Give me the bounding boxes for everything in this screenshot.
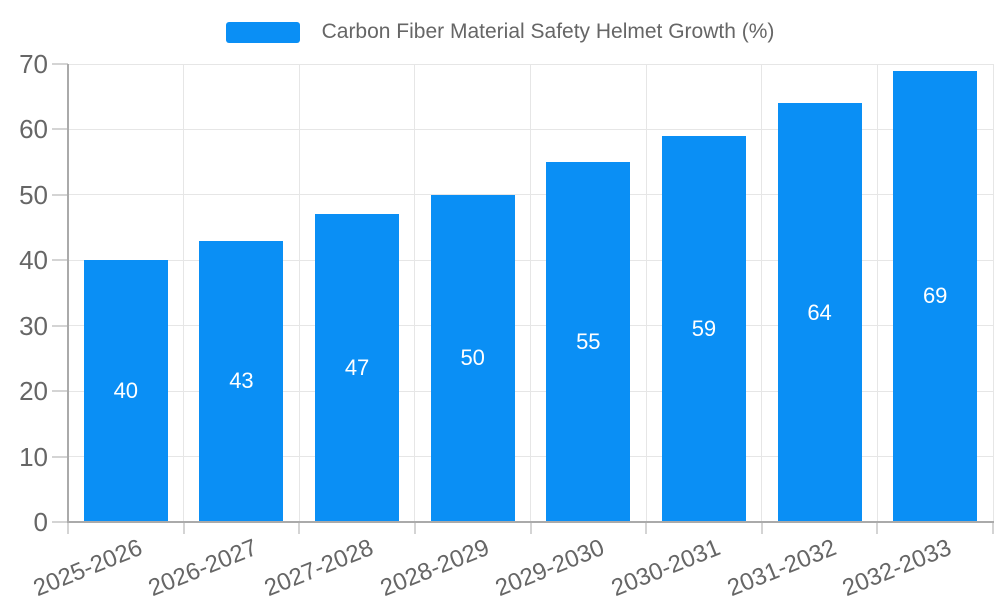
gridline: [69, 194, 993, 196]
y-tick-mark: [52, 128, 68, 131]
bar[interactable]: [83, 260, 168, 521]
gridline: [298, 64, 300, 521]
y-tick-mark: [52, 455, 68, 458]
legend-item[interactable]: Carbon Fiber Material Safety Helmet Grow…: [225, 20, 775, 44]
x-tick-mark: [876, 522, 879, 534]
x-tick-mark: [645, 522, 648, 534]
y-tick-mark: [52, 193, 68, 196]
y-tick-mark: [52, 521, 68, 523]
gridline: [69, 259, 993, 261]
x-axis-tick-label: 2027-2028: [260, 534, 378, 600]
x-tick-mark: [529, 522, 532, 534]
x-axis-tick-label: 2032-2033: [838, 534, 956, 600]
gridline: [876, 64, 878, 521]
bar[interactable]: [430, 194, 515, 521]
y-tick-mark: [52, 259, 68, 262]
y-axis-tick-label: 40: [19, 245, 48, 276]
x-axis-tick-label: 2031-2032: [723, 534, 840, 600]
y-axis-tick-label: 30: [19, 310, 48, 341]
gridline: [761, 64, 763, 521]
x-tick-mark: [298, 522, 301, 534]
gridline: [530, 64, 531, 521]
gridline: [414, 64, 416, 521]
bar[interactable]: [893, 70, 978, 521]
bar[interactable]: [199, 240, 284, 521]
x-axis-tick-label: 2029-2030: [491, 534, 609, 600]
bar[interactable]: [546, 162, 631, 521]
x-tick-mark: [182, 522, 185, 534]
gridline: [645, 64, 647, 521]
y-tick-mark: [52, 63, 68, 65]
bar[interactable]: [315, 214, 400, 521]
y-axis-tick-label: 70: [19, 49, 48, 79]
y-axis-line: [67, 64, 69, 523]
bar[interactable]: [777, 103, 862, 521]
legend-label: Carbon Fiber Material Safety Helmet Grow…: [321, 20, 775, 43]
y-axis-tick-label: 0: [33, 507, 48, 537]
x-axis-tick-label: 2026-2027: [145, 534, 262, 600]
y-axis-tick-label: 50: [19, 179, 48, 210]
y-axis-tick-label: 60: [19, 114, 48, 145]
gridline: [69, 128, 993, 130]
x-tick-mark: [413, 522, 416, 534]
y-tick-mark: [52, 390, 68, 393]
x-axis-tick-label: 2028-2029: [376, 534, 493, 600]
x-tick-mark: [67, 522, 69, 534]
x-tick-mark: [992, 522, 994, 534]
y-tick-mark: [52, 324, 68, 327]
gridline: [69, 325, 993, 327]
legend-swatch-icon: [225, 21, 300, 43]
x-tick-mark: [760, 522, 763, 534]
gridline: [69, 390, 993, 392]
y-axis-tick-label: 20: [19, 376, 48, 407]
gridline: [183, 64, 185, 521]
gridline: [69, 456, 993, 458]
x-axis-line: [67, 521, 994, 523]
x-axis-tick-label: 2030-2031: [607, 534, 725, 600]
bar[interactable]: [661, 135, 746, 521]
y-axis-tick-label: 10: [19, 441, 48, 472]
gridline: [69, 63, 993, 65]
gridline: [992, 64, 994, 521]
x-axis-tick-label: 2025-2026: [29, 534, 146, 600]
legend: Carbon Fiber Material Safety Helmet Grow…: [0, 20, 1000, 44]
